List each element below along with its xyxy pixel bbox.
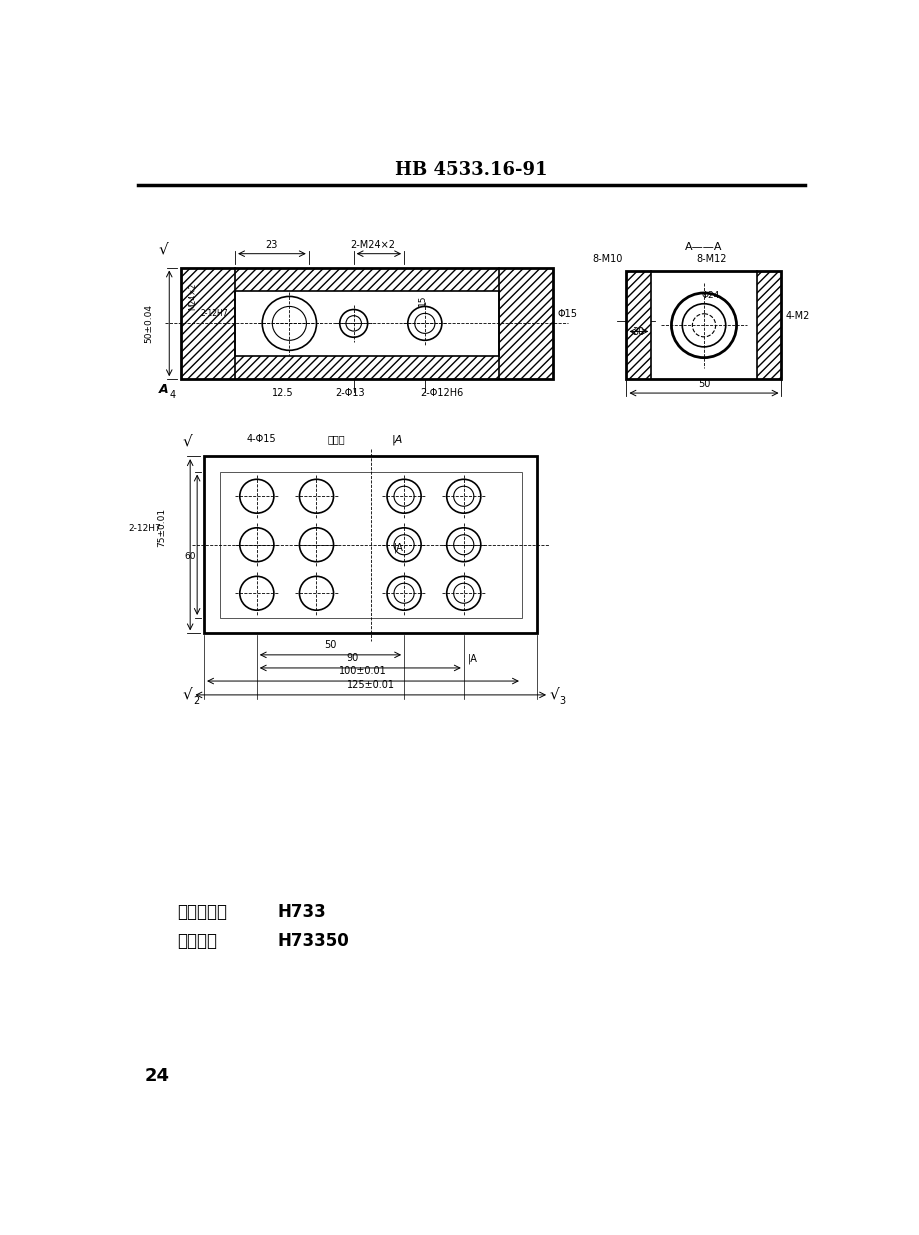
Bar	[235, 290, 498, 356]
Text: 90: 90	[346, 653, 358, 663]
Text: √: √	[159, 242, 168, 257]
Text: Φ24: Φ24	[700, 291, 719, 300]
Text: 12.5: 12.5	[271, 388, 293, 398]
Text: |A: |A	[391, 435, 403, 445]
Text: |A: |A	[393, 543, 403, 553]
Text: 75±0.01: 75±0.01	[157, 508, 165, 547]
Bar	[220, 472, 521, 618]
Text: H73350: H73350	[278, 932, 349, 950]
Bar	[756, 272, 780, 379]
Text: M24×2: M24×2	[188, 283, 198, 310]
Text: 4-M2: 4-M2	[785, 311, 809, 321]
Text: 60: 60	[185, 552, 196, 561]
Text: 标制处: 标制处	[327, 435, 345, 445]
Bar	[181, 268, 235, 379]
Text: 4-Φ15: 4-Φ15	[246, 435, 276, 445]
Text: 2-12H7: 2-12H7	[200, 309, 228, 317]
Text: 2-12H7: 2-12H7	[129, 524, 162, 532]
Text: 50: 50	[697, 379, 709, 389]
Text: 2-M24×2: 2-M24×2	[350, 240, 395, 249]
Text: 125±0.01: 125±0.01	[346, 680, 394, 690]
Text: A——A: A——A	[685, 242, 722, 252]
Text: |A: |A	[467, 653, 477, 663]
Text: 标　记：: 标 记：	[176, 932, 217, 950]
Text: 分类代号：: 分类代号：	[176, 903, 227, 921]
Text: 23: 23	[266, 240, 278, 249]
Text: √: √	[182, 433, 192, 448]
Text: 50±0.04: 50±0.04	[143, 304, 153, 343]
Text: A: A	[159, 383, 168, 396]
Bar	[235, 268, 498, 290]
Text: Φ15: Φ15	[557, 309, 577, 319]
Text: 15: 15	[417, 295, 426, 306]
Text: 24: 24	[145, 1067, 170, 1086]
Text: 2-Φ13: 2-Φ13	[335, 388, 364, 398]
Text: 8-M12: 8-M12	[696, 254, 726, 264]
Bar	[626, 272, 780, 379]
Text: H733: H733	[278, 903, 326, 921]
Text: 50: 50	[323, 640, 336, 650]
Text: 30: 30	[632, 326, 644, 337]
Text: 2: 2	[193, 697, 199, 706]
Text: HB 4533.16-91: HB 4533.16-91	[395, 161, 547, 179]
Bar	[626, 272, 651, 379]
Bar	[498, 268, 552, 379]
Text: √: √	[182, 687, 192, 701]
Bar	[235, 356, 498, 379]
Bar	[181, 268, 552, 379]
Text: 4: 4	[170, 390, 176, 400]
Text: 2-Φ12H6: 2-Φ12H6	[420, 388, 463, 398]
Text: 3: 3	[559, 697, 564, 706]
Bar	[204, 456, 537, 634]
Text: 8-M10: 8-M10	[592, 254, 622, 264]
Text: 100±0.01: 100±0.01	[339, 666, 387, 676]
Text: √: √	[549, 687, 559, 701]
